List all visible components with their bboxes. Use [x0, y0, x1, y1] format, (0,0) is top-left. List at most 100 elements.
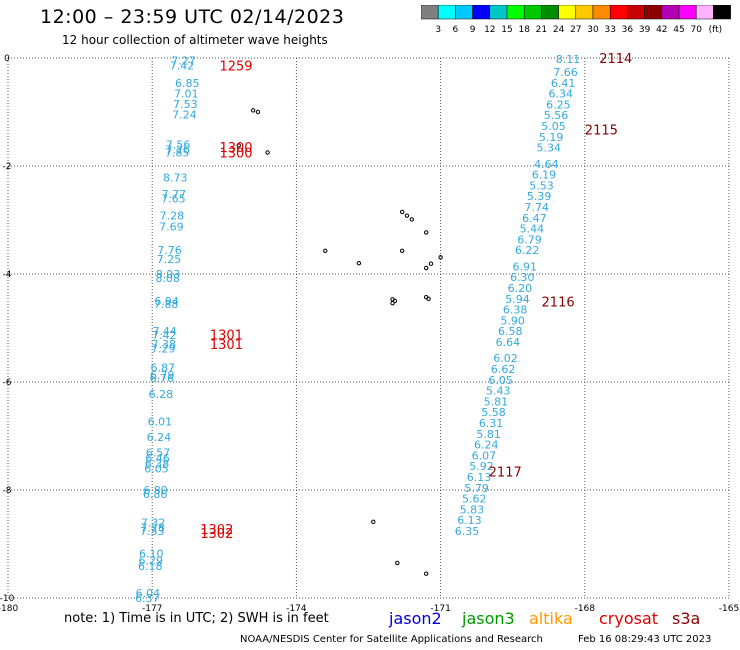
wave-height-label: 6.79 — [150, 369, 175, 382]
wave-height-label: 6.86 — [143, 488, 168, 501]
wave-height-label: 6.38 — [503, 304, 528, 317]
island-outline — [423, 571, 429, 576]
wave-height-label: 6.25 — [546, 98, 571, 111]
wave-height-label: 7.44 — [152, 325, 177, 338]
pass-time-label: 2115 — [585, 123, 618, 138]
map-title: 12:00 – 23:59 UTC 02/14/2023 — [40, 6, 345, 28]
wave-height-label: 6.46 — [145, 452, 170, 465]
island-outline — [265, 150, 270, 155]
wave-height-label: 7.24 — [172, 109, 197, 122]
credit-text: NOAA/NESDIS Center for Satellite Applica… — [240, 634, 543, 645]
legend-jason2: jason2 — [389, 609, 442, 628]
wave-height-label: 7.69 — [159, 220, 184, 233]
legend-jason3: jason3 — [462, 609, 515, 628]
wave-height-label: 7.42 — [152, 329, 177, 342]
wave-height-label: 5.44 — [520, 223, 545, 236]
y-tick-label: -2 — [3, 162, 12, 172]
wave-height-label: 6.20 — [508, 282, 533, 295]
wave-height-label: 6.85 — [175, 77, 200, 90]
colorbar-tick-label: 36 — [622, 25, 634, 35]
x-tick-label: -168 — [575, 604, 596, 614]
pass-time-label: 1301 — [210, 328, 243, 343]
island-outline — [250, 108, 256, 113]
wave-height-label: 5.92 — [469, 460, 494, 473]
wave-height-label: 7.65 — [161, 192, 186, 205]
island-outline — [438, 255, 443, 260]
wave-height-label: 7.26 — [165, 143, 190, 156]
pass-time-label: 1300 — [219, 141, 252, 156]
wave-height-label: 7.85 — [165, 147, 190, 160]
wave-height-label: 6.79 — [517, 233, 542, 246]
wave-height-label: 5.81 — [476, 428, 501, 441]
colorbar-swatch — [713, 5, 731, 20]
wave-height-label: 8.08 — [155, 272, 180, 285]
pass-time-label: 2116 — [542, 296, 575, 311]
island-outline — [399, 209, 405, 215]
x-tick-label: -180 — [0, 604, 18, 614]
wave-height-label: 7.28 — [140, 521, 165, 534]
island-outline — [428, 261, 434, 266]
wave-height-label: 6.19 — [532, 169, 557, 182]
colorbar-tick-label: 18 — [518, 25, 530, 35]
generated-timestamp: Feb 16 08:29:43 UTC 2023 — [578, 634, 712, 645]
wave-height-label: 6.24 — [474, 439, 499, 452]
colorbar-tick-label: 15 — [501, 25, 512, 35]
wave-height-label: 8.73 — [163, 171, 188, 184]
wave-height-label: 5.05 — [541, 120, 566, 133]
colorbar-tick-label: 21 — [536, 25, 547, 35]
wave-height-label: 6.29 — [139, 555, 164, 568]
wave-height-label: 7.25 — [157, 253, 182, 266]
legend-cryosat: cryosat — [599, 609, 659, 628]
island-outline — [236, 143, 241, 148]
wave-height-label: 6.34 — [549, 88, 574, 101]
wave-height-label: 7.77 — [162, 188, 187, 201]
colorbar-tick-label: 70 — [690, 25, 702, 35]
wave-height-label: 6.41 — [551, 77, 576, 90]
colorbar-tick-label: 30 — [587, 25, 599, 35]
wave-height-label: 4.64 — [534, 158, 559, 171]
pass-time-label: 1302 — [200, 527, 233, 542]
wave-height-label: 6.05 — [488, 374, 513, 387]
legend-s3a: s3a — [672, 609, 701, 628]
wave-height-label: 5.62 — [462, 493, 487, 506]
wave-height-label: 5.56 — [544, 109, 569, 122]
wave-height-label: 8.03 — [156, 268, 181, 281]
pass-time-label: 1300 — [219, 147, 252, 162]
pass-time-label: 1301 — [210, 338, 243, 353]
y-tick-label: -4 — [3, 270, 12, 280]
colorbar-tick-label: 3 — [435, 25, 441, 35]
wave-height-label: 5.19 — [539, 131, 564, 144]
wave-height-label: 6.47 — [522, 212, 547, 225]
wave-height-label: 5.39 — [527, 190, 552, 203]
wave-height-label: 6.64 — [496, 336, 521, 349]
wave-height-label: 6.91 — [512, 260, 537, 273]
wave-height-label: 6.57 — [146, 447, 171, 460]
wave-height-label: 5.43 — [486, 385, 511, 398]
wave-height-label: 6.37 — [135, 592, 160, 605]
wave-height-label: 5.94 — [505, 293, 530, 306]
island-outline — [395, 560, 400, 566]
note-text: note: 1) Time is in UTC; 2) SWH is in fe… — [64, 611, 329, 626]
wave-height-label: 6.13 — [457, 514, 482, 527]
island-outline — [323, 248, 328, 253]
wave-height-label: 6.02 — [493, 352, 518, 365]
pass-time-label: 1259 — [219, 60, 252, 75]
wave-height-label: 6.01 — [148, 415, 173, 428]
wave-height-label: 5.90 — [500, 314, 525, 327]
colorbar-tick-label: 9 — [470, 25, 476, 35]
wave-height-label: 7.66 — [553, 66, 578, 79]
wave-height-label: 6.62 — [491, 363, 516, 376]
x-tick-label: -165 — [719, 604, 739, 614]
island-outline — [371, 519, 376, 525]
island-outline — [409, 217, 414, 222]
pass-time-label: 1302 — [200, 523, 233, 538]
wave-height-label: 7.74 — [524, 201, 549, 214]
wave-height-label: 7.28 — [160, 210, 185, 223]
pass-time-label: 2117 — [489, 466, 522, 481]
wave-height-label: 7.33 — [140, 525, 165, 538]
wave-height-label: 7.53 — [173, 98, 198, 111]
colorbar-tick-label: 24 — [553, 25, 565, 35]
colorbar-tick-label: 33 — [604, 25, 615, 35]
wave-height-label: 6.35 — [455, 525, 480, 538]
wave-height-label: 6.30 — [510, 271, 535, 284]
